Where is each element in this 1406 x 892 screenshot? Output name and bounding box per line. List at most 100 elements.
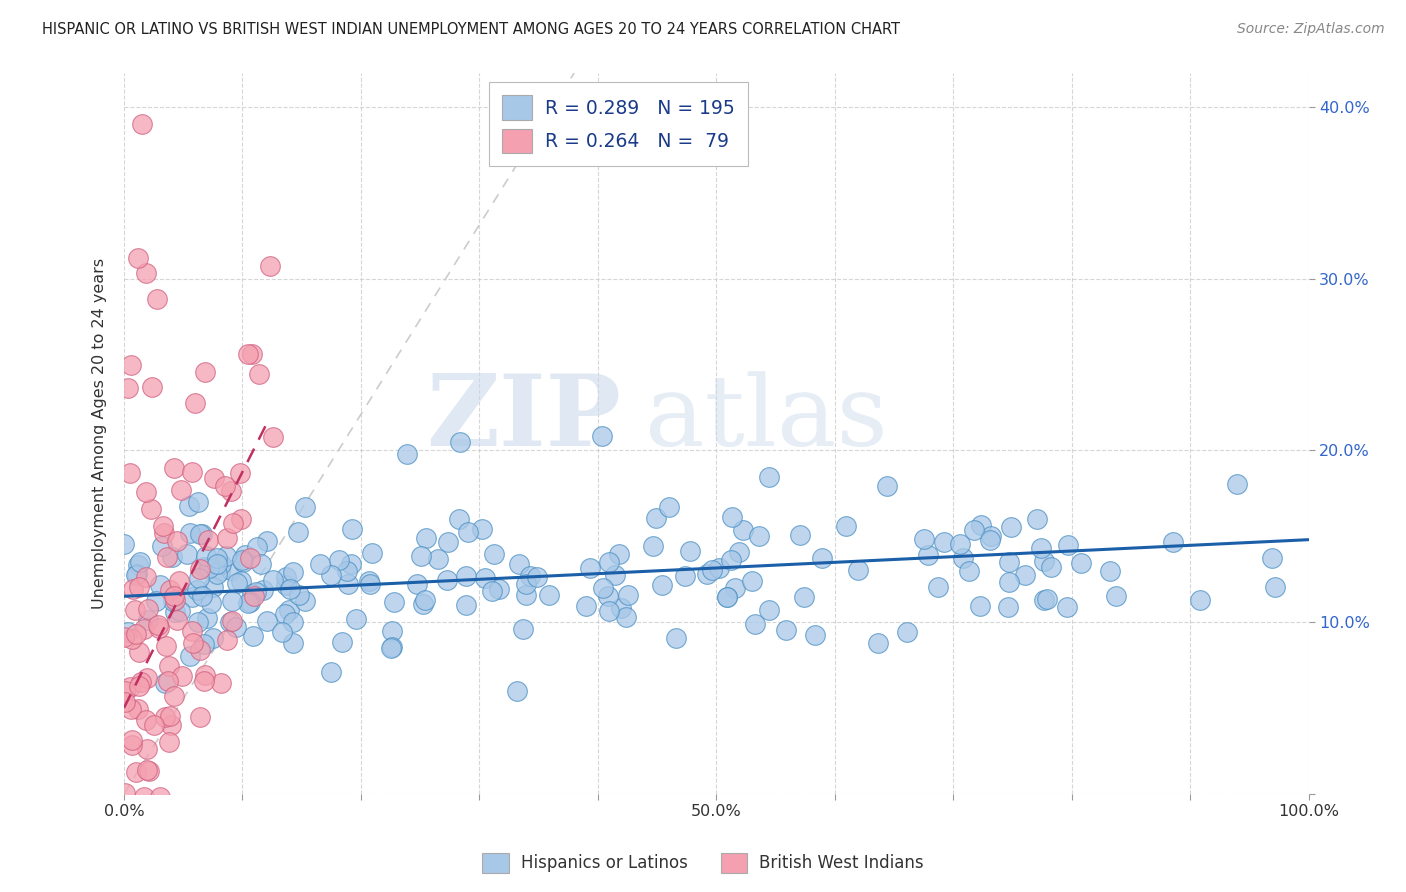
Point [696,566,718,581]
Point [456,569,478,583]
Point [436,573,458,587]
Point [274,578,297,592]
Point [969,518,991,533]
Point [287,588,309,602]
Point [125,765,148,780]
Point [1188,593,1211,607]
Point [747,528,769,542]
Point [381,624,404,638]
Point [218,615,240,629]
Point [413,593,436,607]
Point [598,555,620,569]
Point [281,615,304,630]
Point [187,495,209,509]
Point [591,429,613,443]
Point [240,587,263,601]
Point [163,593,186,607]
Point [720,553,742,567]
Point [537,588,560,602]
Point [138,764,160,778]
Point [488,582,510,597]
Point [702,563,724,577]
Point [846,563,869,577]
Point [1226,476,1249,491]
Point [128,580,150,594]
Point [741,574,763,588]
Point [381,640,404,654]
Point [1070,556,1092,570]
Point [835,519,858,533]
Point [221,483,243,498]
Point [141,502,163,516]
Point [411,549,433,563]
Point [239,551,262,566]
Point [197,533,219,547]
Point [179,648,201,663]
Point [789,527,811,541]
Point [294,500,316,514]
Point [155,639,177,653]
Point [1032,554,1054,568]
Point [437,535,460,549]
Point [229,466,252,480]
Point [1014,567,1036,582]
Point [187,615,209,629]
Point [231,553,253,567]
Point [382,595,405,609]
Point [165,605,187,619]
Point [515,588,537,602]
Point [359,577,381,591]
Text: atlas: atlas [645,371,889,467]
Point [157,659,180,673]
Point [1098,564,1121,578]
Point [294,594,316,608]
Point [332,635,354,649]
Point [406,577,429,591]
Point [997,599,1019,614]
Point [155,710,177,724]
Point [1032,593,1054,607]
Point [744,617,766,632]
Point [114,684,136,698]
Point [912,532,935,546]
Point [198,561,221,575]
Point [603,568,626,582]
Point [866,636,889,650]
Point [247,368,270,382]
Point [150,539,173,553]
Point [519,568,541,582]
Point [998,555,1021,569]
Point [162,594,184,608]
Point [118,681,141,695]
Point [219,563,242,577]
Point [221,614,243,628]
Point [617,588,640,602]
Point [127,701,149,715]
Point [125,567,148,582]
Point [184,395,207,409]
Point [124,603,146,617]
Point [156,549,179,564]
Point [526,570,548,584]
Point [162,589,184,603]
Point [997,575,1019,590]
Point [728,545,751,559]
Point [1000,519,1022,533]
Point [236,596,259,610]
Point [194,549,217,564]
Point [270,624,292,639]
Point [344,612,367,626]
Point [221,594,243,608]
Point [412,597,434,611]
Point [512,622,534,636]
Point [1105,590,1128,604]
Point [673,568,696,582]
Point [177,499,200,513]
Point [259,260,281,274]
Point [319,665,342,680]
Point [278,582,301,596]
Point [449,435,471,450]
Point [484,548,506,562]
Point [134,484,156,499]
Point [202,580,225,594]
